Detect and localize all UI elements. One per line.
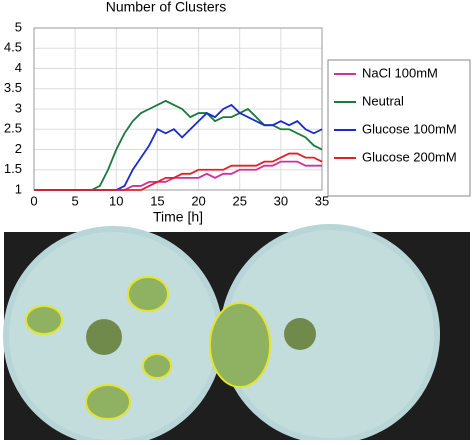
x-tick-label: 30 (274, 193, 288, 208)
y-tick-label: 2 (15, 141, 22, 156)
center-colony (86, 319, 122, 355)
legend-label: Glucose 200mM (362, 149, 457, 164)
legend-box (327, 59, 471, 197)
y-tick-label: 4.5 (4, 40, 22, 55)
x-tick-label: 35 (315, 193, 329, 208)
colony (85, 384, 131, 420)
x-tick-label: 0 (30, 193, 37, 208)
y-tick-label: 3.5 (4, 80, 22, 95)
colony (25, 305, 63, 335)
y-tick-label: 1.5 (4, 161, 22, 176)
x-tick-label: 15 (150, 193, 164, 208)
y-tick-label: 4 (15, 60, 22, 75)
chart-title: Number of Clusters (106, 0, 227, 15)
y-tick-label: 5 (15, 19, 22, 34)
series-line (34, 152, 323, 191)
legend-label: NaCl 100mM (362, 65, 438, 80)
x-axis-label: Time [h] (153, 209, 203, 225)
y-tick-label: 1 (15, 181, 22, 196)
plot-frame (33, 27, 323, 191)
colony (142, 353, 172, 379)
y-tick-label: 3 (15, 100, 22, 115)
colony (209, 302, 271, 388)
y-tick-label: 2.5 (4, 121, 22, 136)
legend-label: Glucose 100mM (362, 121, 457, 136)
legend-label: Neutral (362, 93, 404, 108)
petri-dish-inner (226, 230, 434, 438)
x-tick-label: 10 (109, 193, 123, 208)
photos (3, 224, 470, 445)
center-colony (284, 318, 316, 350)
x-tick-label: 25 (232, 193, 246, 208)
colony (127, 276, 169, 312)
x-tick-label: 20 (191, 193, 205, 208)
x-tick-label: 5 (72, 193, 79, 208)
